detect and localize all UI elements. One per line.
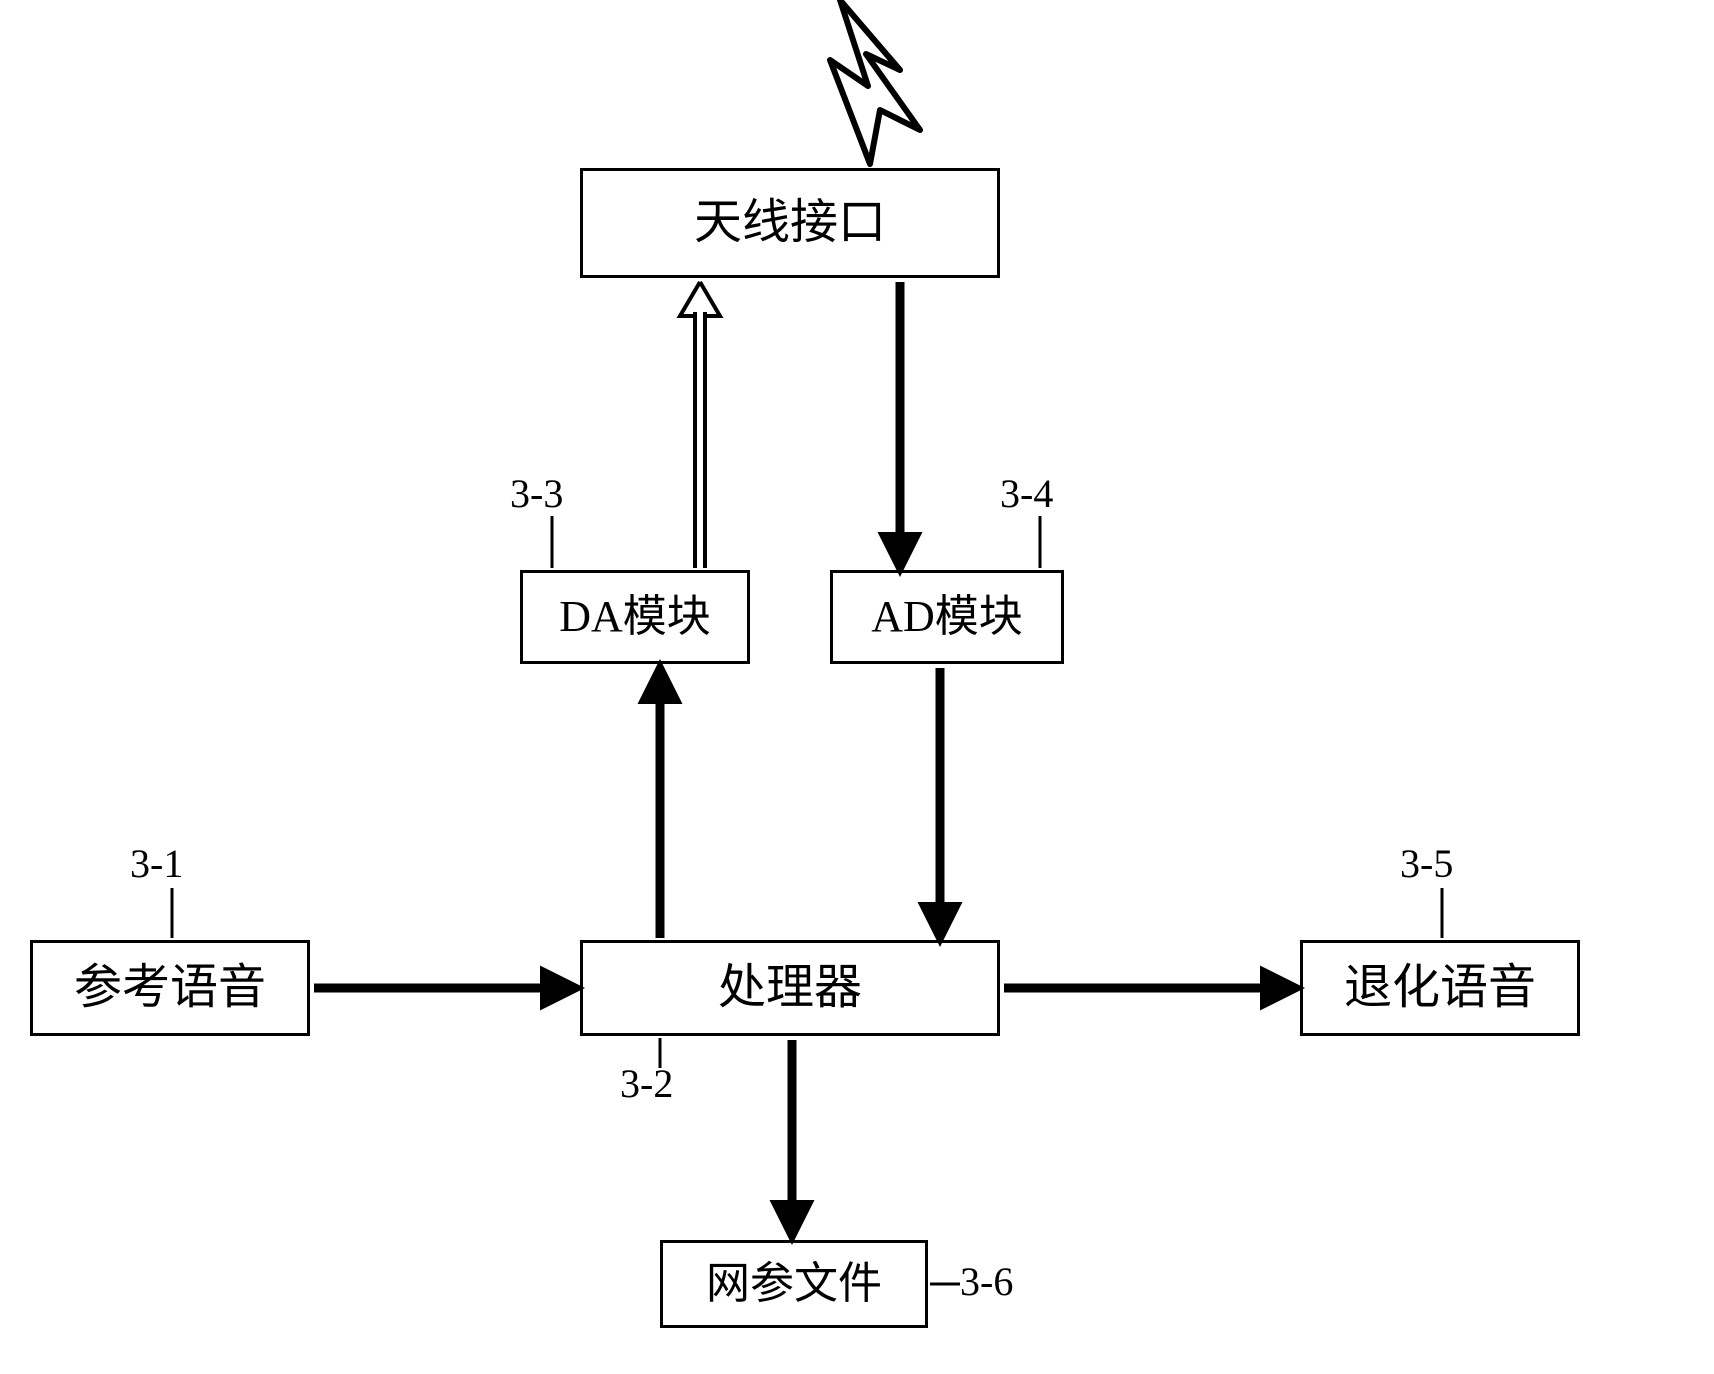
node-processor-text: 处理器 [718,962,862,1015]
node-antenna-interface: 天线接口 [580,168,1000,278]
tag-ticks [172,516,1442,1284]
tag-3-6: 3-6 [960,1258,1013,1305]
tag-3-5: 3-5 [1400,840,1453,887]
node-reference-speech: 参考语音 [30,940,310,1036]
node-reference-speech-text: 参考语音 [74,962,266,1015]
node-da-module-text: DA模块 [559,593,711,641]
node-degraded-speech: 退化语音 [1300,940,1580,1036]
tag-3-4: 3-4 [1000,470,1053,517]
tag-3-2: 3-2 [620,1060,673,1107]
node-da-module: DA模块 [520,570,750,664]
node-processor: 处理器 [580,940,1000,1036]
node-degraded-speech-text: 退化语音 [1344,962,1536,1015]
node-ad-module: AD模块 [830,570,1064,664]
edges [314,282,1296,1236]
antenna-icon [830,0,920,164]
tag-3-1: 3-1 [130,840,183,887]
node-net-param-file-text: 网参文件 [706,1260,882,1308]
node-net-param-file: 网参文件 [660,1240,928,1328]
node-ad-module-text: AD模块 [871,593,1023,641]
tag-3-3: 3-3 [510,470,563,517]
node-antenna-interface-text: 天线接口 [694,197,886,250]
